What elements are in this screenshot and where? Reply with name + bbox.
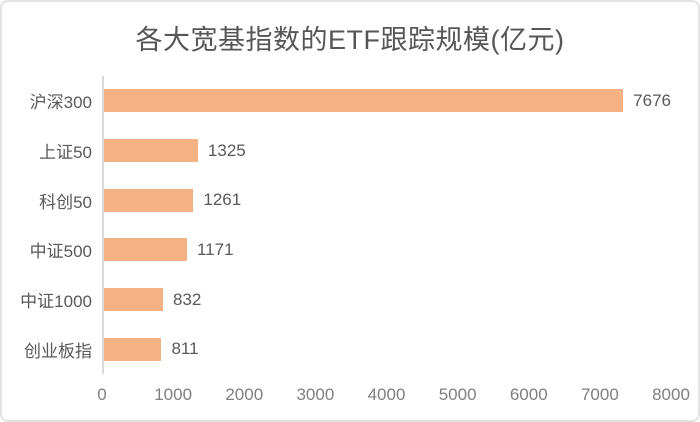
bar-row: 创业板指 811 bbox=[24, 324, 671, 374]
bar-row: 上证50 1325 bbox=[39, 126, 671, 176]
plot-area: 沪深300 7676 上证50 1325 科创50 1261 中证500 117… bbox=[20, 76, 671, 374]
bar-row: 科创50 1261 bbox=[39, 175, 671, 225]
category-label: 创业板指 bbox=[24, 341, 92, 361]
bar-row: 中证1000 832 bbox=[20, 275, 671, 325]
x-axis-tick: 3000 bbox=[296, 385, 335, 404]
x-axis-tick: 6000 bbox=[509, 385, 548, 404]
value-label: 832 bbox=[172, 289, 202, 309]
value-label: 1325 bbox=[207, 140, 246, 160]
category-label: 上证50 bbox=[39, 143, 92, 162]
category-label: 中证1000 bbox=[20, 292, 92, 312]
bar bbox=[104, 238, 187, 262]
bar bbox=[104, 188, 194, 212]
value-label: 811 bbox=[171, 339, 199, 359]
x-axis-tick: 7000 bbox=[580, 385, 619, 404]
bar bbox=[104, 89, 624, 113]
x-axis-tick: 8000 bbox=[652, 385, 690, 404]
bar bbox=[104, 139, 198, 162]
value-label: 1261 bbox=[203, 190, 242, 210]
x-axis-tick: 2000 bbox=[225, 385, 264, 404]
chart-title: 各大宽基指数的ETF跟踪规模(亿元) bbox=[135, 25, 565, 55]
x-axis-tick: 4000 bbox=[367, 385, 406, 404]
bar bbox=[104, 337, 162, 361]
category-label: 中证500 bbox=[29, 242, 92, 262]
category-label: 沪深300 bbox=[29, 93, 92, 113]
x-axis: 0 1000 2000 3000 4000 5000 6000 7000 800… bbox=[97, 385, 690, 407]
bar-row: 中证500 1171 bbox=[30, 225, 671, 275]
x-axis-tick: 5000 bbox=[438, 385, 477, 404]
value-label: 7676 bbox=[633, 90, 671, 110]
x-axis-tick: 1000 bbox=[154, 385, 193, 404]
bar bbox=[104, 288, 163, 312]
bar-row: 沪深300 7676 bbox=[30, 76, 671, 126]
category-label: 科创50 bbox=[39, 192, 92, 212]
value-label: 1171 bbox=[196, 239, 234, 259]
x-axis-tick: 0 bbox=[97, 385, 107, 404]
